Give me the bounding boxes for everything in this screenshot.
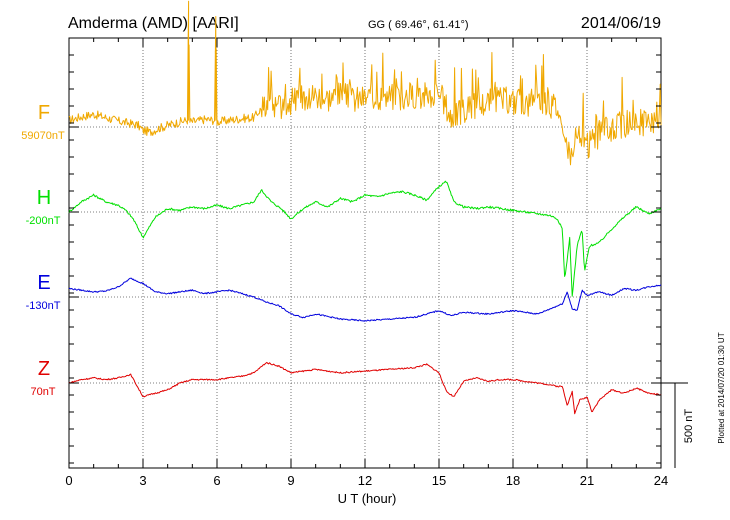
series-name-e: E — [37, 272, 50, 294]
series-line-z — [68, 361, 662, 415]
series-baseline-f: 59070nT — [21, 130, 65, 142]
series-lines — [68, 0, 662, 415]
x-tick-label: 15 — [432, 473, 446, 488]
x-axis: 0 3 6 9 12 15 18 21 24 F 59070nT H -200nT E -130nT Z 70n… — [21, 38, 668, 488]
series-name-h: H — [37, 187, 51, 209]
x-axis-label: U T (hour) — [338, 491, 397, 506]
chart-date: 2014/06/19 — [581, 15, 661, 32]
plot-frame — [68, 37, 662, 469]
chart-subtitle: GG ( 69.46°, 61.41°) — [368, 19, 469, 31]
series-baseline-h: -200nT — [26, 215, 61, 227]
plot-border — [68, 37, 662, 469]
x-tick-label: 12 — [358, 473, 372, 488]
x-tick-label: 21 — [580, 473, 594, 488]
series-baseline-z: 70nT — [30, 386, 55, 398]
x-tick-label: 0 — [65, 473, 72, 488]
x-tick-label: 18 — [506, 473, 520, 488]
scale-bar-label: 500 nT — [683, 409, 695, 444]
series-name-f: F — [38, 102, 50, 124]
plotted-note: Plotted at 2014/07/20 01:30 UT — [717, 332, 726, 443]
x-tick-label: 3 — [139, 473, 146, 488]
grid-lines — [69, 38, 661, 468]
x-tick-label: 24 — [654, 473, 668, 488]
series-baseline-e: -130nT — [26, 300, 61, 312]
series-line-f — [68, 0, 662, 166]
x-tick-label: 9 — [287, 473, 294, 488]
series-name-z: Z — [38, 358, 50, 380]
series-line-h — [68, 180, 662, 297]
series-line-e — [68, 277, 662, 322]
x-tick-label: 6 — [213, 473, 220, 488]
chart-title: Amderma (AMD) [AARI] — [68, 15, 239, 32]
scale-bar: 500 nT — [661, 382, 695, 468]
